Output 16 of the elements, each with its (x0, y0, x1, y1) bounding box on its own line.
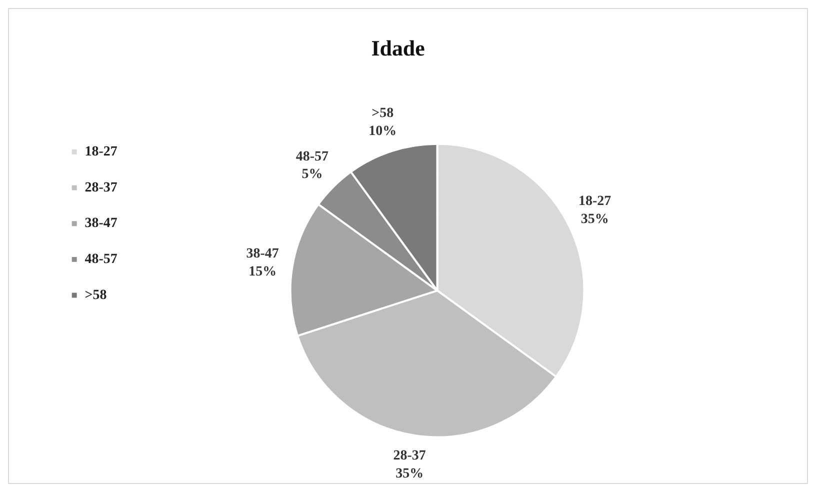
legend-label: 28-37 (84, 180, 118, 196)
legend-label: 38-47 (84, 216, 118, 232)
legend-label: 18-27 (84, 144, 118, 160)
legend-label: >58 (84, 288, 107, 303)
chart-title: Idade (371, 36, 426, 61)
slice-label: 28-37 (393, 448, 426, 464)
data-label: 10% (368, 124, 397, 140)
data-label: 15% (248, 264, 277, 280)
slice-label: 38-47 (246, 246, 279, 262)
data-label: 35% (396, 466, 424, 482)
legend-label: 48-57 (84, 252, 118, 268)
data-label: 5% (302, 167, 323, 182)
slice-label: 18-27 (578, 194, 612, 209)
slice-label: >58 (372, 106, 394, 122)
slice-label: 48-57 (296, 149, 328, 164)
data-label: 35% (580, 212, 609, 227)
